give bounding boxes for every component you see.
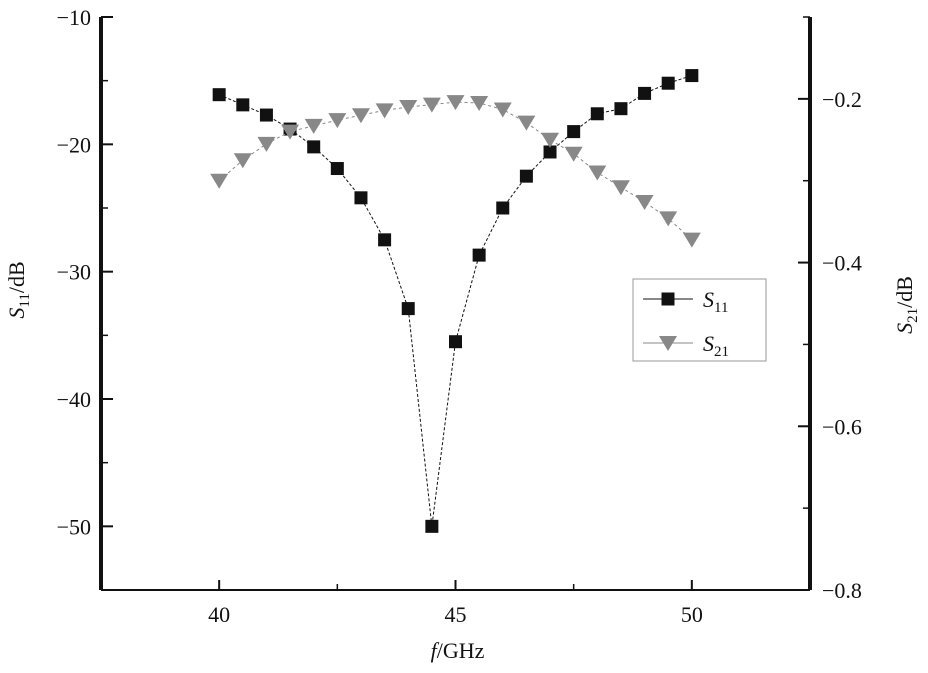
point-S21 (517, 115, 536, 131)
series-layer (210, 69, 701, 533)
point-S11 (330, 162, 344, 176)
point-S21 (588, 165, 607, 181)
point-S11 (259, 108, 273, 122)
series-S11 (212, 69, 699, 533)
y-left-tick-label: −40 (57, 387, 91, 412)
point-S21 (233, 153, 252, 169)
y-right-tick-label: −0.8 (822, 578, 862, 603)
point-S21 (281, 124, 300, 140)
point-S11 (378, 233, 392, 247)
point-S21 (375, 103, 394, 119)
point-S11 (614, 102, 628, 116)
point-S21 (541, 132, 560, 148)
legend: S11 S21 (632, 278, 767, 362)
legend-marker-S21 (659, 336, 677, 351)
point-S21 (659, 211, 678, 227)
point-S21 (257, 136, 276, 152)
legend-label-S11: S11 (703, 287, 728, 316)
x-tick-label-45: 45 (445, 602, 467, 627)
point-S21 (635, 194, 654, 210)
point-S11 (519, 169, 533, 183)
point-S21 (564, 146, 583, 162)
point-S11 (543, 145, 557, 159)
y-left-tick-label: −30 (57, 260, 91, 285)
point-S21 (399, 100, 418, 116)
point-S21 (470, 95, 489, 111)
series-line-S11 (218, 75, 692, 527)
point-S11 (472, 248, 486, 262)
y-right-tick-label: −0.4 (822, 251, 862, 276)
point-S21 (682, 232, 701, 248)
point-S21 (210, 173, 229, 189)
point-S21 (422, 97, 441, 113)
y-left-tick-label: −10 (57, 5, 91, 30)
legend-label-S21: S21 (703, 331, 729, 360)
legend-box (632, 278, 767, 362)
y-left-axis-title: S11/dB (4, 261, 33, 318)
point-S11 (638, 86, 652, 100)
point-S11 (590, 107, 604, 121)
axes-layer: 40 45 50 −10 −20 −30 −40 −50 −0.2 −0.4 −0.6 −0.8 f/G… (4, 5, 921, 663)
series-S21 (210, 95, 701, 248)
x-tick-label-40: 40 (208, 602, 230, 627)
y-right-tick-label: −0.2 (822, 87, 862, 112)
legend-marker-S11 (661, 292, 675, 306)
point-S11 (449, 335, 462, 349)
point-S11 (401, 302, 415, 316)
x-axis-title: f/GHz (431, 638, 485, 663)
point-S11 (307, 140, 321, 154)
y-left-tick-label: −20 (57, 132, 91, 157)
point-S11 (567, 125, 581, 139)
point-S21 (328, 113, 347, 129)
point-S11 (212, 88, 226, 102)
point-S21 (351, 108, 370, 124)
point-S11 (236, 98, 250, 112)
point-S21 (446, 95, 465, 111)
point-S21 (493, 102, 512, 118)
point-S11 (496, 201, 510, 215)
y-right-axis-title: S21/dB (892, 276, 921, 334)
point-S11 (685, 69, 699, 83)
point-S11 (661, 76, 675, 90)
y-right-tick-label: −0.6 (822, 414, 862, 439)
point-S11 (425, 519, 439, 533)
point-S21 (611, 180, 630, 196)
point-S21 (304, 118, 323, 134)
x-tick-label-50: 50 (681, 602, 703, 627)
y-left-tick-label: −50 (57, 514, 91, 539)
point-S11 (354, 191, 368, 205)
